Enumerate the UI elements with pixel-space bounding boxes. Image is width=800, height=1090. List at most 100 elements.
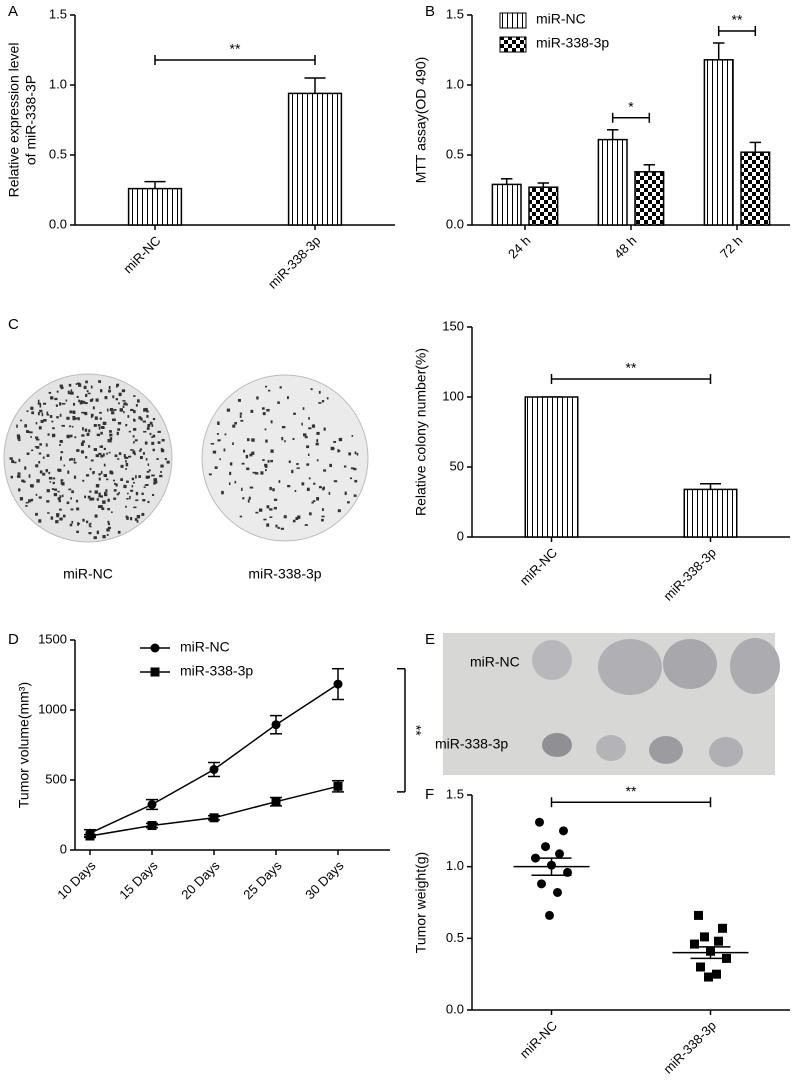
colony xyxy=(118,402,120,405)
colony xyxy=(102,453,105,457)
colony xyxy=(138,475,142,478)
colony xyxy=(348,452,352,456)
colony xyxy=(311,501,314,504)
colony xyxy=(145,458,148,461)
colony xyxy=(126,516,129,520)
sig-label: ** xyxy=(732,12,743,28)
colony xyxy=(226,408,231,412)
colony xyxy=(157,430,161,433)
colony xyxy=(35,422,38,425)
colony xyxy=(252,471,256,474)
colony xyxy=(234,421,237,425)
colony xyxy=(139,448,143,451)
y-tick-label: 1.5 xyxy=(49,6,67,21)
colony xyxy=(266,505,270,509)
colony xyxy=(101,505,103,509)
colony xyxy=(107,507,110,511)
colony xyxy=(55,520,59,524)
colony xyxy=(102,421,106,425)
colony xyxy=(100,445,103,448)
colony xyxy=(260,471,264,475)
colony xyxy=(149,432,152,436)
colony xyxy=(38,426,42,430)
colony xyxy=(61,482,65,486)
colony xyxy=(264,463,268,467)
bar xyxy=(740,151,771,226)
colony xyxy=(280,527,285,530)
colony xyxy=(245,454,249,459)
colony xyxy=(21,479,25,483)
colony xyxy=(308,477,311,480)
colony xyxy=(232,424,236,428)
bar xyxy=(597,138,628,226)
colony xyxy=(96,530,100,535)
colony xyxy=(329,463,332,468)
colony xyxy=(147,463,150,466)
colony xyxy=(47,512,50,514)
colony xyxy=(318,402,322,404)
colony xyxy=(262,412,266,416)
marker xyxy=(545,910,554,920)
colony xyxy=(89,497,93,501)
colony xyxy=(84,402,88,405)
marker xyxy=(553,887,562,897)
colony xyxy=(321,518,324,522)
colony xyxy=(139,456,143,460)
colony xyxy=(248,496,251,500)
colony xyxy=(301,422,303,426)
colony xyxy=(60,456,63,460)
y-tick-label: 0.5 xyxy=(446,146,464,161)
colony xyxy=(56,390,59,393)
colony xyxy=(156,458,159,460)
colony xyxy=(152,417,156,421)
colony xyxy=(129,517,133,521)
colony xyxy=(94,514,98,518)
y-tick-label: 0.0 xyxy=(446,1001,464,1016)
colony xyxy=(108,385,111,390)
sig-label: ** xyxy=(626,360,637,376)
colony xyxy=(125,460,127,463)
colony xyxy=(39,443,43,446)
colony xyxy=(144,484,148,487)
colony xyxy=(351,434,354,437)
panel-letter: C xyxy=(8,316,19,333)
colony xyxy=(110,407,114,412)
bar xyxy=(703,59,734,226)
colony xyxy=(115,483,118,487)
colony xyxy=(103,463,106,467)
colony xyxy=(100,454,104,458)
colony xyxy=(112,395,115,399)
colony xyxy=(60,480,63,483)
colony xyxy=(92,471,95,475)
colony xyxy=(113,489,117,492)
colony xyxy=(353,494,357,497)
colony xyxy=(118,392,122,397)
colony xyxy=(132,435,135,438)
colony xyxy=(56,514,59,518)
colony xyxy=(36,479,40,483)
colony xyxy=(99,411,102,414)
y-tick-label: 50 xyxy=(450,458,464,473)
colony xyxy=(70,508,74,511)
colony xyxy=(318,486,323,489)
colony xyxy=(130,489,134,492)
sig-label: ** xyxy=(626,783,637,799)
colony xyxy=(99,417,102,420)
colony xyxy=(344,491,347,496)
colony xyxy=(48,391,52,394)
tumor xyxy=(709,737,743,767)
colony xyxy=(310,388,313,391)
colony xyxy=(137,399,140,403)
y-tick-label: 0.0 xyxy=(49,216,67,231)
legend-label: miR-338-3p xyxy=(536,35,609,51)
bar xyxy=(528,186,559,226)
marker xyxy=(690,939,699,949)
colony xyxy=(98,473,101,476)
marker xyxy=(704,972,713,982)
colony xyxy=(35,512,38,516)
colony xyxy=(92,406,95,410)
sig-label: ** xyxy=(408,725,424,736)
colony xyxy=(309,512,312,516)
colony xyxy=(330,446,334,451)
colony xyxy=(121,389,126,393)
